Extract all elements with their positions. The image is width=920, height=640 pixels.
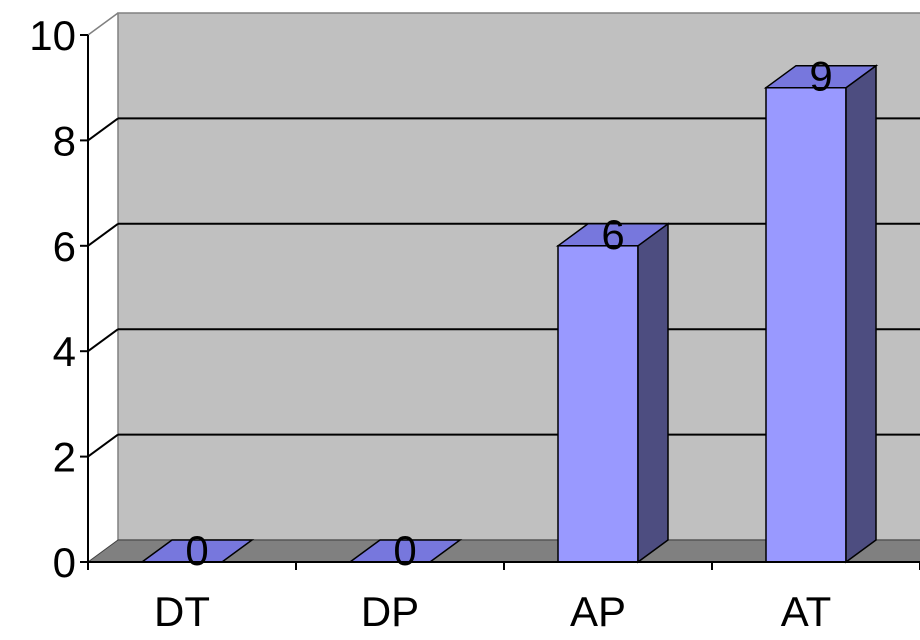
bar-ap [555, 222, 671, 564]
x-tick-label: AP [570, 588, 626, 635]
bar-side [637, 222, 669, 564]
gridline-depth [87, 117, 119, 142]
gridline-depth [87, 433, 119, 458]
data-label: 9 [809, 53, 832, 100]
y-tick-label: 6 [53, 223, 76, 270]
x-tick-label: DP [361, 588, 419, 635]
bar-at [763, 64, 879, 564]
x-tick-label: AT [781, 588, 832, 635]
y-tick-label: 0 [53, 539, 76, 586]
x-tick-label: DT [154, 588, 210, 635]
y-tick-label: 10 [29, 12, 76, 59]
gridline-depth [87, 328, 119, 353]
y-tick-label: 8 [53, 117, 76, 164]
bar-side [845, 64, 877, 564]
bar-top [763, 64, 879, 89]
y-tick-label: 4 [53, 328, 76, 375]
bar-top [555, 223, 671, 247]
data-label: 0 [185, 527, 208, 574]
chart-back-wall [117, 12, 920, 541]
bars [139, 64, 879, 564]
y-tick-label: 2 [53, 434, 76, 481]
data-label: 6 [601, 211, 624, 258]
chart-left-wall-edge [87, 12, 119, 36]
bar-front [557, 245, 639, 563]
x-axis: DT DP AP AT [87, 561, 920, 635]
gridline-depth [87, 222, 119, 247]
y-axis: 0 2 4 6 8 10 [29, 12, 89, 586]
data-labels: 0 0 6 9 [185, 53, 832, 574]
data-label: 0 [393, 527, 416, 574]
bar-front [765, 86, 847, 563]
